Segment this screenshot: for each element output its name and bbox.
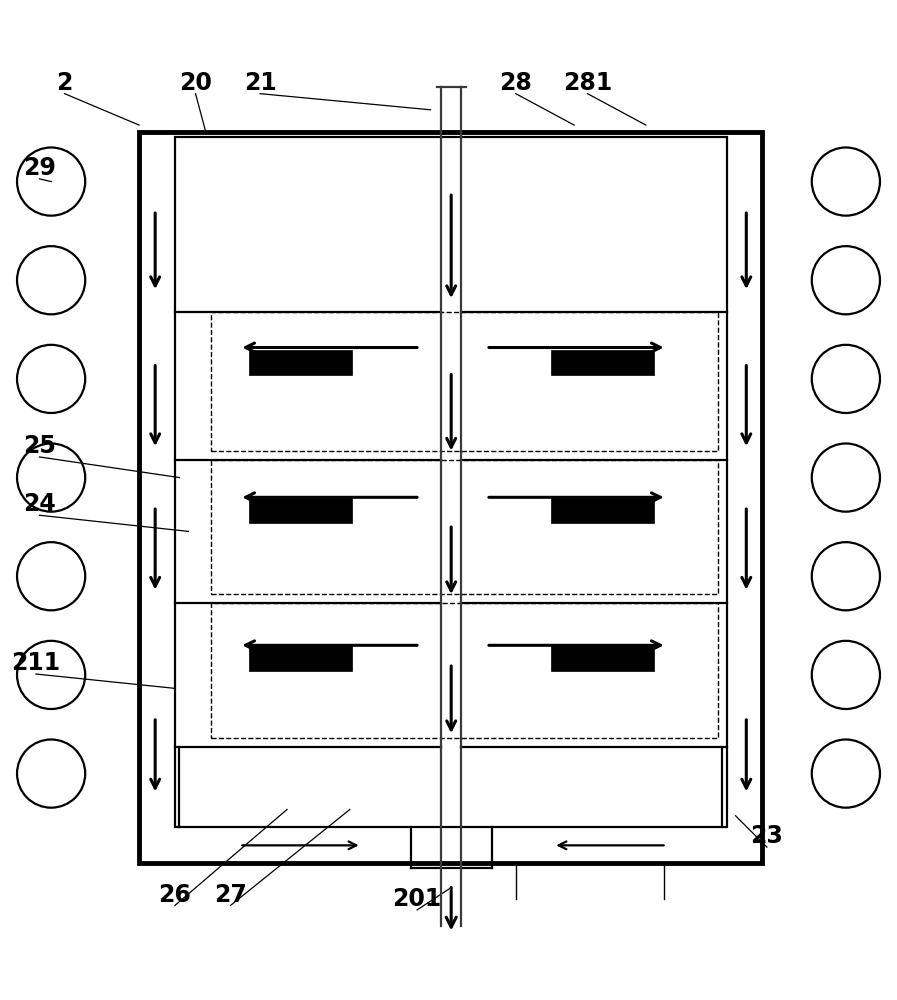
Bar	[551, 498, 654, 523]
Bar	[211, 460, 718, 594]
Bar	[211, 312, 718, 451]
Text: 21: 21	[244, 71, 276, 95]
Text: 24: 24	[23, 492, 56, 516]
Bar	[551, 350, 654, 375]
Bar	[248, 646, 352, 671]
Text: 25: 25	[23, 434, 56, 458]
Text: 27: 27	[214, 883, 247, 907]
Text: 29: 29	[23, 156, 56, 180]
Bar	[248, 498, 352, 523]
Text: 26: 26	[159, 883, 191, 907]
Text: 20: 20	[179, 71, 212, 95]
Bar	[248, 350, 352, 375]
Text: 23: 23	[751, 824, 783, 848]
Text: 201: 201	[393, 887, 441, 911]
Bar	[551, 646, 654, 671]
Bar	[139, 132, 762, 863]
Text: 28: 28	[500, 71, 532, 95]
Bar	[211, 603, 718, 738]
Text: 281: 281	[563, 71, 612, 95]
Bar	[175, 137, 727, 827]
Text: 211: 211	[12, 651, 60, 675]
Text: 2: 2	[57, 71, 73, 95]
